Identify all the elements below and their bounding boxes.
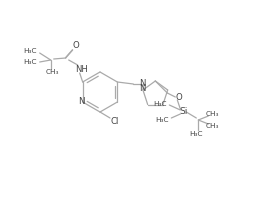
Text: H₃C: H₃C	[23, 48, 37, 54]
Text: CH₃: CH₃	[206, 111, 219, 117]
Text: NH: NH	[75, 64, 88, 73]
Text: Si: Si	[179, 108, 188, 116]
Text: O: O	[72, 40, 79, 49]
Text: H₃C: H₃C	[23, 59, 37, 65]
Text: Cl: Cl	[111, 117, 119, 127]
Text: CH₃: CH₃	[206, 123, 219, 129]
Text: N: N	[139, 84, 145, 93]
Text: N: N	[139, 78, 146, 88]
Text: O: O	[176, 94, 183, 102]
Text: H₃C: H₃C	[190, 131, 203, 137]
Text: N: N	[78, 98, 85, 106]
Text: H₃C: H₃C	[153, 101, 166, 107]
Text: CH₃: CH₃	[46, 69, 59, 75]
Text: H₃C: H₃C	[155, 117, 168, 123]
